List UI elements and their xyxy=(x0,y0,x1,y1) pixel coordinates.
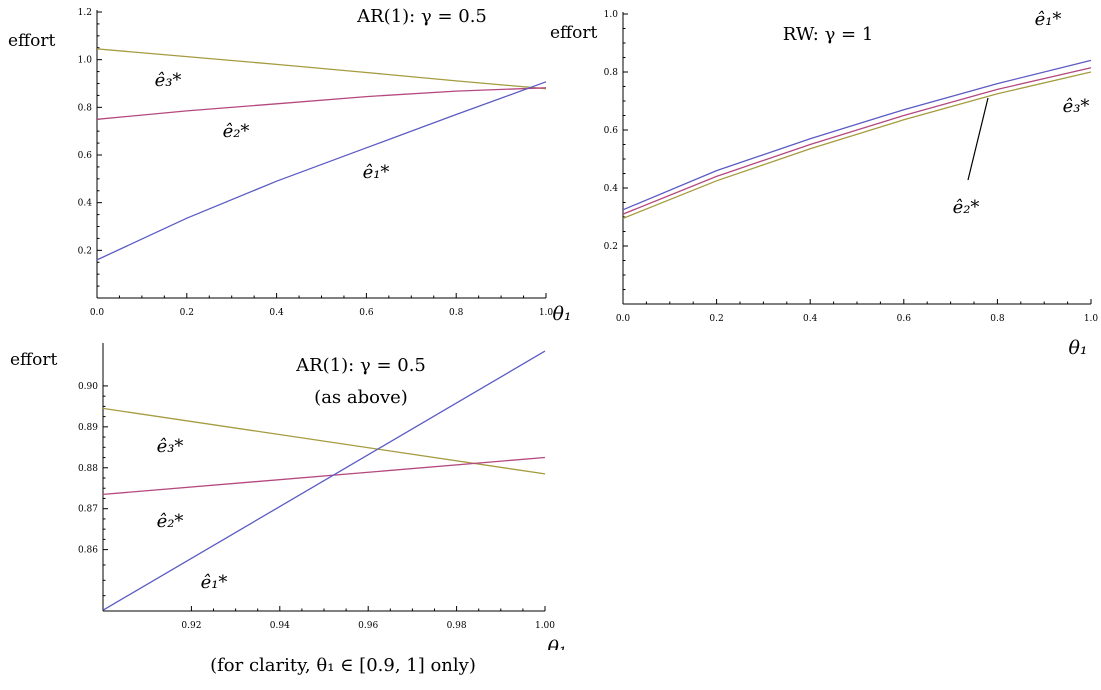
series-annotation: ê₃* xyxy=(157,436,184,457)
chart-panel-1: 0.0 0.2 0.4 0.6 0.8 1.0 0.2 0.4 0.6 0.8 1.0 1.2 effo… xyxy=(8,6,572,325)
annotation-pointer-line xyxy=(967,97,989,181)
series-annotation: ê₃* xyxy=(1063,96,1090,117)
series-annotation: ê₂* xyxy=(223,121,250,142)
y-tick-label: 0.2 xyxy=(604,242,618,252)
chart-title: AR(1): γ = 0.5 xyxy=(356,6,487,27)
x-tick-label: 1.0 xyxy=(1084,314,1099,324)
chart-panel-2: 0.0 0.2 0.4 0.6 0.8 1.0 0.2 0.4 0.6 0.8 1.0 effort R… xyxy=(550,9,1098,359)
x-tick-label: 0.92 xyxy=(181,621,201,631)
y-tick-label: 1.0 xyxy=(604,10,619,20)
y-axis-label: effort xyxy=(8,31,55,51)
x-tick-label: 0.0 xyxy=(90,308,105,318)
x-tick-label: 0.96 xyxy=(358,621,378,631)
series-annotation: ê₁* xyxy=(363,162,390,183)
figure-svg: 0.0 0.2 0.4 0.6 0.8 1.0 0.2 0.4 0.6 0.8 1.0 1.2 effo… xyxy=(8,6,1098,659)
y-tick-label: 0.88 xyxy=(78,464,98,474)
y-axis-label: effort xyxy=(10,350,57,370)
series-annotation: ê₁* xyxy=(1035,9,1062,30)
y-tick-label: 0.90 xyxy=(78,382,98,392)
series-annotation: ê₃* xyxy=(155,70,182,91)
x-tick-label: 1.0 xyxy=(539,308,554,318)
chart-subtitle: (as above) xyxy=(314,387,408,408)
y-tick-label: 0.4 xyxy=(78,199,93,209)
y-tick-label: 0.4 xyxy=(604,184,619,194)
chart-title: AR(1): γ = 0.5 xyxy=(295,355,426,376)
x-tick-label: 0.4 xyxy=(803,314,818,324)
series-line xyxy=(102,407,546,475)
x-tick-label: 0.6 xyxy=(359,308,374,318)
series-annotation: ê₁* xyxy=(201,572,228,593)
x-tick-label: 0.4 xyxy=(269,308,284,318)
series-line xyxy=(622,67,1092,215)
x-tick-label: 0.8 xyxy=(449,308,464,318)
y-axis-label: effort xyxy=(550,23,597,43)
series-line xyxy=(622,59,1092,211)
series-line xyxy=(96,87,547,120)
y-tick-label: 0.6 xyxy=(78,151,93,161)
y-tick-label: 0.87 xyxy=(78,505,98,515)
series-annotation: ê₂* xyxy=(953,197,980,218)
x-tick-label: 0.2 xyxy=(180,308,194,318)
y-tick-label: 0.8 xyxy=(78,103,93,113)
x-tick-label: 0.94 xyxy=(270,621,290,631)
figure-caption: (for clarity, θ₁ ∈ [0.9, 1] only) xyxy=(210,655,476,676)
series-line xyxy=(96,81,547,261)
y-tick-label: 1.0 xyxy=(78,56,93,66)
y-tick-label: 0.2 xyxy=(78,246,92,256)
x-axis-label: θ₁ xyxy=(547,637,566,650)
x-tick-label: 0.6 xyxy=(897,314,912,324)
series-line xyxy=(102,456,546,496)
series-line xyxy=(622,71,1092,220)
x-tick-label: 0.0 xyxy=(616,314,631,324)
y-tick-label: 0.8 xyxy=(604,68,619,78)
series-line xyxy=(96,48,547,90)
y-tick-label: 0.86 xyxy=(78,546,98,556)
x-tick-label: 0.98 xyxy=(447,621,467,631)
x-tick-label: 0.8 xyxy=(990,314,1005,324)
series-annotation: ê₂* xyxy=(157,511,184,532)
chart-panel-3: 0.92 0.94 0.96 0.98 1.00 0.86 0.87 0.88 0.89 0.90… xyxy=(10,343,567,659)
chart-title: RW: γ = 1 xyxy=(783,24,874,45)
y-tick-label: 1.2 xyxy=(78,8,92,18)
x-axis-label: θ₁ xyxy=(1068,337,1087,359)
series-line xyxy=(102,350,546,611)
x-tick-label: 1.00 xyxy=(535,621,555,631)
y-tick-label: 0.6 xyxy=(604,126,619,136)
y-tick-label: 0.89 xyxy=(78,423,98,433)
x-axis-label: θ₁ xyxy=(552,303,571,325)
x-tick-label: 0.2 xyxy=(709,314,723,324)
